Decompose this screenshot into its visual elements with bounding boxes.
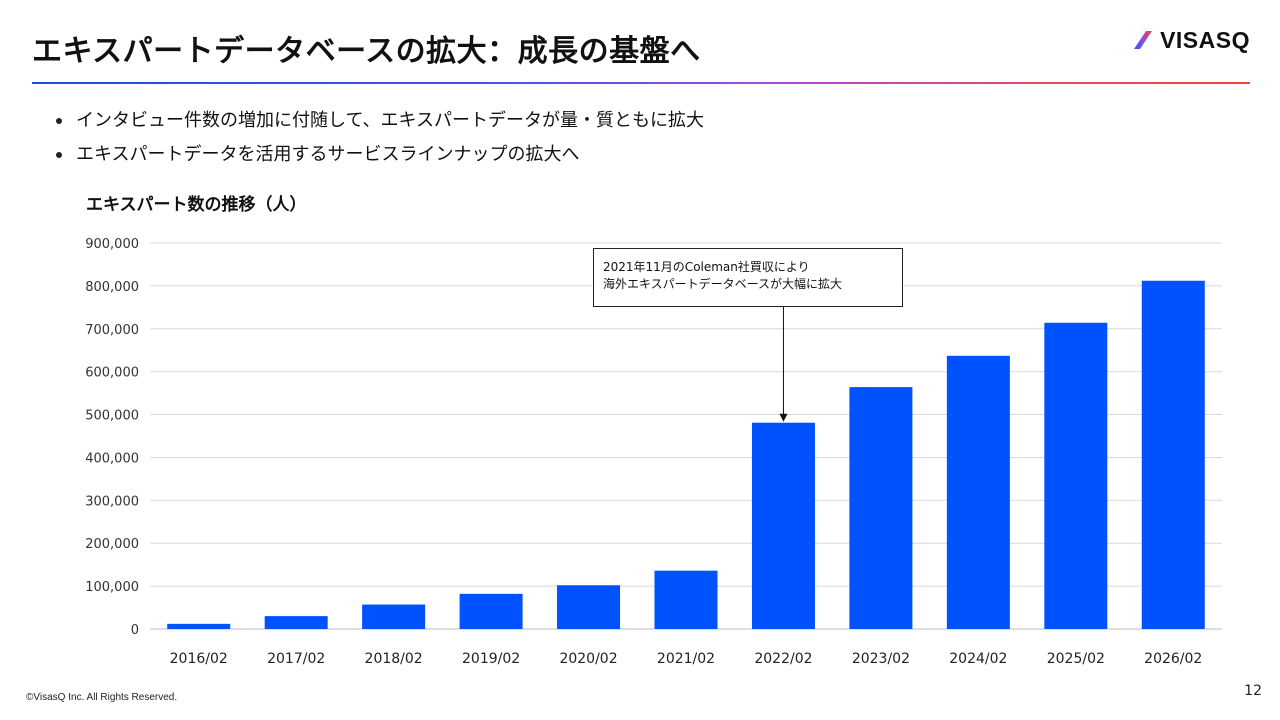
bar	[1044, 322, 1108, 629]
bullet-item: インタビュー件数の増加に付随して、エキスパートデータが量・質ともに拡大	[56, 104, 704, 138]
bars	[167, 280, 1205, 629]
x-tick-label: 2018/02	[365, 651, 423, 667]
x-tick-label: 2021/02	[657, 651, 715, 667]
x-tick-label: 2019/02	[462, 651, 520, 667]
bullet-list: インタビュー件数の増加に付随して、エキスパートデータが量・質ともに拡大 エキスパ…	[56, 104, 704, 172]
visasq-logo: VISASQ	[1132, 27, 1250, 53]
x-tick-label: 2017/02	[267, 651, 325, 667]
bullet-text: エキスパートデータを活用するサービスラインナップの拡大へ	[76, 144, 580, 165]
copyright: ©VisasQ Inc. All Rights Reserved.	[26, 692, 178, 703]
y-tick-label: 400,000	[85, 451, 139, 466]
bar	[751, 422, 815, 629]
slide-title: エキスパートデータベースの拡大：成長の基盤へ	[32, 34, 701, 69]
y-tick-label: 900,000	[85, 237, 139, 252]
arrow-head-icon	[779, 413, 788, 422]
y-tick-label: 700,000	[85, 323, 139, 338]
bar	[849, 387, 913, 629]
bar	[557, 585, 621, 629]
x-tick-label: 2016/02	[170, 651, 228, 667]
bar	[1141, 280, 1205, 629]
x-tick-label: 2020/02	[559, 651, 617, 667]
bar	[946, 355, 1010, 629]
bullet-item: エキスパートデータを活用するサービスラインナップの拡大へ	[56, 138, 704, 172]
y-tick-label: 0	[131, 623, 139, 638]
x-tick-label: 2024/02	[949, 651, 1007, 667]
annotation-callout: 2021年11月のColeman社買収により 海外エキスパートデータベースが大幅…	[593, 248, 903, 307]
bar	[264, 616, 328, 629]
y-tick-label: 100,000	[85, 580, 139, 595]
y-tick-label: 800,000	[85, 280, 139, 295]
callout-arrow	[779, 307, 788, 422]
bullet-text: インタビュー件数の増加に付随して、エキスパートデータが量・質ともに拡大	[76, 110, 705, 131]
y-axis-ticks: 0 100,000 200,000 300,000 400,000 500,000 600,…	[85, 237, 139, 638]
x-axis-ticks: 2016/02 2017/02 2018/02 2019/02 2020/02 2021/…	[170, 651, 1203, 667]
logo-slash-icon	[1134, 31, 1153, 49]
bullet-dot-icon	[56, 152, 62, 158]
bar	[654, 570, 718, 629]
bar	[167, 623, 231, 629]
y-tick-label: 600,000	[85, 366, 139, 381]
bar	[362, 604, 426, 629]
callout-line-1: 2021年11月のColeman社買収により	[603, 260, 810, 274]
callout-line-2: 海外エキスパートデータベースが大幅に拡大	[603, 277, 843, 291]
y-tick-label: 300,000	[85, 494, 139, 509]
x-tick-label: 2023/02	[852, 651, 910, 667]
y-tick-label: 500,000	[85, 409, 139, 424]
title-divider	[32, 82, 1250, 84]
bullet-dot-icon	[56, 118, 62, 124]
x-tick-label: 2026/02	[1144, 651, 1202, 667]
page-number: 12	[1244, 683, 1262, 699]
x-tick-label: 2025/02	[1047, 651, 1105, 667]
x-tick-label: 2022/02	[754, 651, 812, 667]
chart-title: エキスパート数の推移（人）	[86, 195, 307, 215]
bar	[459, 593, 523, 629]
y-tick-label: 200,000	[85, 537, 139, 552]
logo-text: VISASQ	[1160, 26, 1250, 53]
